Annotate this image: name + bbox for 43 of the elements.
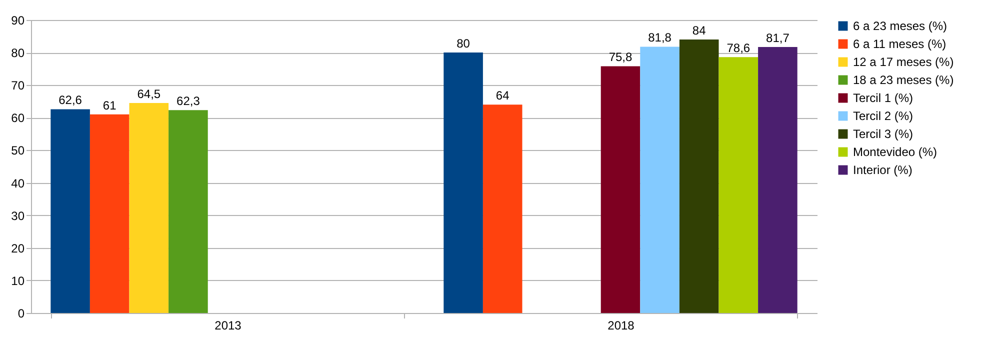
bar xyxy=(90,114,130,313)
y-tick-label: 50 xyxy=(11,144,25,158)
bar xyxy=(129,103,169,313)
data-label: 62,6 xyxy=(58,93,82,108)
legend-label: Tercil 1 (%) xyxy=(853,91,914,105)
y-tick-label: 60 xyxy=(11,111,25,126)
bar xyxy=(600,66,640,313)
y-tick-label: 20 xyxy=(11,241,25,256)
y-tick-label: 70 xyxy=(11,78,25,93)
y-tick-label: 0 xyxy=(18,306,25,320)
legend-label: 6 a 23 meses (%) xyxy=(853,19,948,33)
bar xyxy=(50,109,90,313)
y-tick-label: 80 xyxy=(11,46,25,60)
bar xyxy=(444,52,483,313)
legend-label: 18 a 23 meses (%) xyxy=(853,73,954,87)
bar xyxy=(679,40,719,313)
legend-label: Tercil 2 (%) xyxy=(853,109,914,123)
y-tick-label: 10 xyxy=(11,274,25,288)
legend-label: Interior (%) xyxy=(853,163,912,177)
bar xyxy=(640,46,680,313)
bar xyxy=(168,110,208,313)
data-label: 64 xyxy=(496,88,510,103)
y-tick-label: 30 xyxy=(11,208,25,223)
data-label: 81,7 xyxy=(766,31,790,46)
legend-label: 6 a 11 meses (%) xyxy=(853,37,946,51)
data-label: 62,3 xyxy=(176,94,200,108)
legend-label: Tercil 3 (%) xyxy=(853,127,914,141)
x-tick-label: 2018 xyxy=(608,318,635,332)
bar xyxy=(482,104,522,313)
data-label: 80 xyxy=(456,36,470,51)
legend-label: 12 a 17 meses (%) xyxy=(853,55,954,69)
legend-label: Montevideo (%) xyxy=(853,145,938,159)
x-tick-label: 2013 xyxy=(214,318,242,332)
bar xyxy=(718,57,758,313)
data-label: 61 xyxy=(102,98,117,112)
data-label: 84 xyxy=(692,24,706,38)
y-tick-label: 40 xyxy=(11,176,25,190)
data-label: 75,8 xyxy=(608,50,632,64)
data-label: 64,5 xyxy=(137,87,161,102)
y-tick-label: 90 xyxy=(11,14,25,28)
bar xyxy=(758,47,798,313)
data-label: 81,8 xyxy=(648,30,672,45)
data-label: 78,6 xyxy=(726,41,750,56)
